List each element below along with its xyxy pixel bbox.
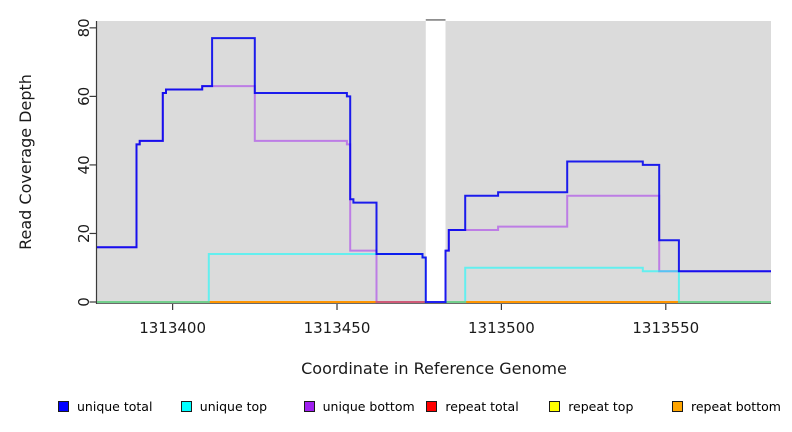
legend-swatch-unique-total xyxy=(58,401,69,412)
series-line-unique-total xyxy=(97,37,771,303)
x-axis-label: Coordinate in Reference Genome xyxy=(301,359,567,378)
y-axis-label: Read Coverage Depth xyxy=(16,74,35,250)
y-tick-label: 20 xyxy=(75,224,93,243)
legend-swatch-unique-bottom xyxy=(303,401,315,412)
legend-label: repeat bottom xyxy=(691,399,781,414)
chart-legend: unique total unique top unique bottom repea… xyxy=(0,399,792,421)
legend-swatch-repeat-top xyxy=(549,401,561,412)
legend-swatch-repeat-bottom xyxy=(672,401,683,412)
legend-item-repeat-top: repeat top xyxy=(549,399,633,414)
legend-label: repeat top xyxy=(568,399,634,414)
legend-label: unique total xyxy=(77,399,153,414)
y-tick-label: 60 xyxy=(75,87,93,106)
legend-swatch-unique-top xyxy=(180,401,192,412)
legend-label: unique bottom xyxy=(322,399,415,414)
coverage-gap-band-top-edge xyxy=(425,19,446,21)
x-tick-label: 1313550 xyxy=(632,319,699,337)
legend-swatch-repeat-total xyxy=(426,401,438,412)
legend-item-unique-top: unique top xyxy=(180,399,268,414)
read-coverage-chart: 1313400 1313450 1313500 1313550 0 20 40 60 80 Co… xyxy=(16,18,771,378)
legend-item-repeat-bottom: repeat bottom xyxy=(672,399,781,414)
coverage-gap-band xyxy=(425,19,446,303)
x-tick-label: 1313450 xyxy=(304,319,371,337)
x-tick-label: 1313500 xyxy=(468,319,535,337)
legend-item-unique-total: unique total xyxy=(58,399,152,414)
legend-item-unique-bottom: unique bottom xyxy=(303,399,415,414)
x-tick-label: 1313400 xyxy=(139,319,206,337)
y-tick-label: 0 xyxy=(75,297,93,307)
y-tick-label: 40 xyxy=(75,155,93,174)
legend-label: unique top xyxy=(199,399,268,414)
y-tick-label: 80 xyxy=(75,18,93,37)
legend-item-repeat-total: repeat total xyxy=(426,399,519,414)
legend-label: repeat total xyxy=(445,399,519,414)
